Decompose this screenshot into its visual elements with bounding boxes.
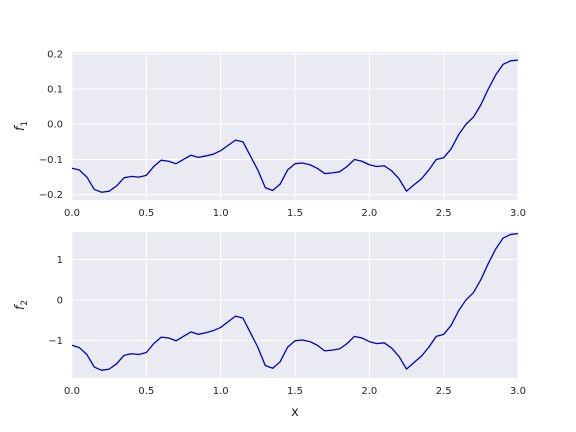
x-tick-label: 0.5 <box>138 208 154 219</box>
subplot-f2: 0.0 0.5 1.0 1.5 2.0 2.5 3.0 −1 0 1 f2 x <box>13 232 526 420</box>
y-axis-label: f2 <box>13 300 30 310</box>
x-tick-label: 1.0 <box>213 386 229 397</box>
y-axis-label: f1 <box>13 121 30 131</box>
y-tick-label: 1 <box>57 255 63 266</box>
x-tick-label: 1.5 <box>287 386 303 397</box>
y-tick-label: −1 <box>48 336 63 347</box>
x-axis-label: x <box>291 405 299 420</box>
x-tick-label: 2.0 <box>361 208 377 219</box>
y-tick-label: 0.1 <box>47 85 63 96</box>
y-tick-label: 0.0 <box>47 120 63 131</box>
y-tick-label: 0 <box>57 295 63 306</box>
x-tick-label: 3.0 <box>510 386 526 397</box>
x-tick-label: 2.5 <box>436 386 452 397</box>
x-tick-label: 0.0 <box>64 208 80 219</box>
subplot-f1: 0.0 0.5 1.0 1.5 2.0 2.5 3.0 −0.2 −0.1 0.0 0.1 0.2 f1 <box>13 49 526 219</box>
x-tick-label: 1.0 <box>213 208 229 219</box>
y-tick-label: −0.2 <box>39 190 63 201</box>
x-tick-label: 2.0 <box>361 386 377 397</box>
y-tick-label: −0.1 <box>39 155 63 166</box>
y-tick-label: 0.2 <box>47 49 63 60</box>
x-tick-label: 0.5 <box>138 386 154 397</box>
x-tick-label: 0.0 <box>64 386 80 397</box>
x-tick-label: 1.5 <box>287 208 303 219</box>
x-tick-label: 2.5 <box>436 208 452 219</box>
x-tick-label: 3.0 <box>510 208 526 219</box>
